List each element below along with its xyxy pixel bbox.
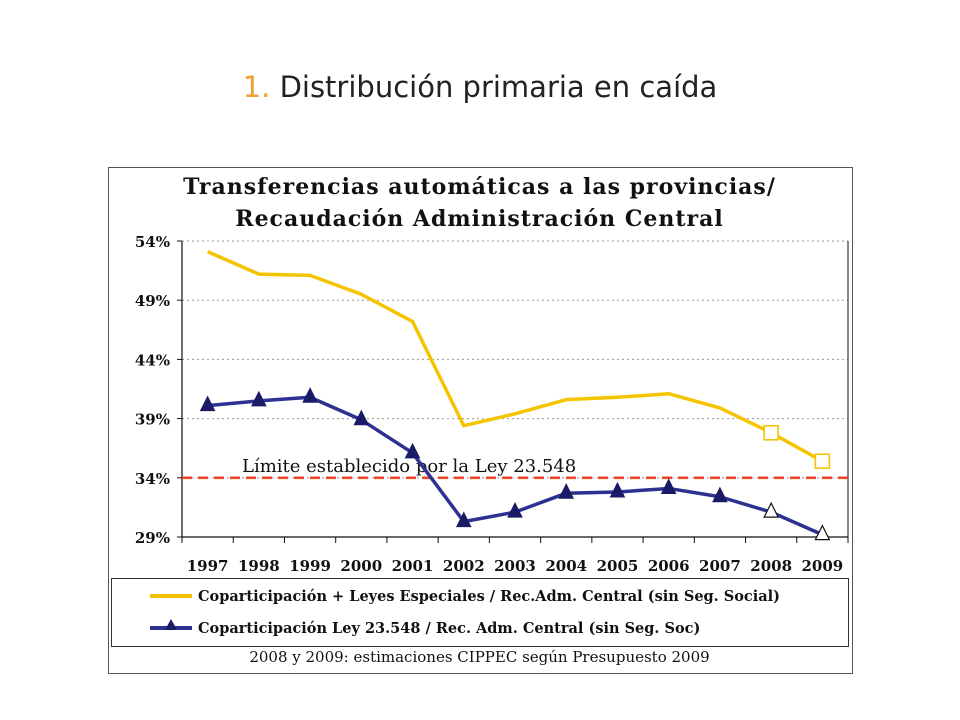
estimated-square-marker: [814, 453, 831, 470]
y-tick-label: 34%: [135, 470, 170, 488]
y-tick-label: 44%: [135, 351, 170, 369]
x-tick-label: 2002: [443, 557, 485, 575]
estimated-triangle-marker: [763, 501, 780, 518]
triangle-marker: [251, 390, 267, 407]
legend-swatch-blue: [150, 618, 192, 638]
estimated-triangle-marker: [814, 524, 831, 541]
series-line-coparticipacion-leyes: [206, 250, 824, 463]
chart-title-line2: Recaudación Administración Central: [235, 206, 724, 232]
x-tick-label: 1999: [289, 557, 331, 575]
x-tick-label: 2006: [648, 557, 690, 575]
y-tick-label: 39%: [135, 411, 170, 429]
x-tick-label: 2003: [494, 557, 536, 575]
triangle-marker: [404, 442, 421, 459]
slide-title: 1. Distribución primaria en caída: [0, 70, 960, 104]
legend-label-coparticipacion-leyes: Coparticipación + Leyes Especiales / Rec…: [198, 587, 781, 605]
triangle-marker: [302, 387, 318, 403]
triangle-marker-icon: [165, 619, 177, 630]
x-tick-label: 2008: [750, 557, 792, 575]
y-tick-label: 29%: [135, 529, 170, 547]
reference-line-label: Límite establecido por la Ley 23.548: [242, 456, 576, 477]
estimated-square-marker: [763, 425, 779, 441]
x-tick-label: 2000: [340, 557, 382, 575]
slide-title-text: Distribución primaria en caída: [279, 70, 718, 104]
triangle-marker: [507, 502, 523, 518]
triangle-marker: [353, 409, 370, 426]
triangle-marker: [558, 483, 575, 499]
y-tick-label: 49%: [135, 292, 170, 310]
legend-label-coparticipacion-ley: Coparticipación Ley 23.548 / Rec. Adm. C…: [198, 619, 701, 637]
legend-item-coparticipacion-leyes: Coparticipación + Leyes Especiales / Rec…: [112, 584, 780, 608]
triangle-marker: [609, 481, 626, 498]
legend-item-coparticipacion-ley: Coparticipación Ley 23.548 / Rec. Adm. C…: [112, 616, 700, 640]
x-tick-label: 2004: [545, 557, 587, 575]
x-tick-label: 1997: [187, 557, 229, 575]
triangle-marker: [712, 486, 728, 503]
x-tick-label: 1998: [238, 557, 280, 575]
y-tick-label: 54%: [135, 233, 170, 251]
slide-title-number: 1.: [242, 70, 271, 104]
chart-note: 2008 y 2009: estimaciones CIPPEC según P…: [249, 648, 710, 666]
x-tick-label: 2005: [597, 557, 639, 575]
chart-legend: Coparticipación + Leyes Especiales / Rec…: [111, 578, 849, 647]
triangle-marker: [455, 511, 472, 528]
x-tick-label: 2009: [802, 557, 844, 575]
chart-title-line1: Transferencias automáticas a las provinc…: [183, 174, 776, 200]
triangle-marker: [660, 478, 677, 494]
triangle-marker: [199, 395, 216, 412]
legend-swatch-yellow: [150, 586, 192, 606]
x-tick-label: 2001: [392, 557, 434, 575]
x-tick-label: 2007: [699, 557, 741, 575]
